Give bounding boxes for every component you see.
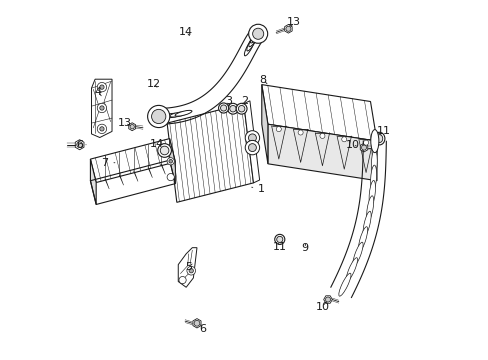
Circle shape [189, 269, 193, 273]
Ellipse shape [370, 130, 378, 153]
Ellipse shape [248, 24, 267, 43]
Polygon shape [169, 139, 175, 184]
Ellipse shape [246, 34, 257, 51]
Text: 7: 7 [101, 158, 115, 168]
Ellipse shape [274, 234, 284, 244]
Polygon shape [284, 24, 291, 33]
Text: 6: 6 [199, 324, 206, 334]
Text: 4: 4 [94, 87, 102, 97]
Circle shape [77, 142, 82, 148]
Ellipse shape [236, 103, 246, 114]
Text: 10: 10 [315, 302, 329, 312]
Ellipse shape [147, 105, 169, 127]
Text: 14: 14 [150, 139, 164, 149]
Polygon shape [128, 123, 135, 131]
Circle shape [285, 26, 290, 31]
Circle shape [97, 103, 106, 113]
Ellipse shape [175, 111, 192, 116]
Ellipse shape [220, 105, 226, 111]
Ellipse shape [338, 273, 350, 296]
Ellipse shape [370, 165, 376, 190]
Ellipse shape [358, 227, 367, 251]
Text: 10: 10 [345, 140, 359, 150]
Ellipse shape [366, 196, 373, 221]
Ellipse shape [250, 28, 263, 43]
Polygon shape [244, 101, 259, 183]
Polygon shape [90, 139, 175, 183]
Ellipse shape [371, 150, 376, 175]
Polygon shape [267, 124, 376, 181]
Circle shape [97, 82, 106, 92]
Circle shape [100, 127, 104, 131]
Text: 2: 2 [241, 96, 247, 106]
Circle shape [341, 137, 346, 142]
Polygon shape [178, 248, 197, 287]
Ellipse shape [160, 146, 168, 155]
Circle shape [325, 297, 330, 302]
Circle shape [298, 130, 303, 135]
Circle shape [248, 134, 256, 142]
Ellipse shape [248, 31, 260, 47]
Text: 6: 6 [76, 140, 86, 150]
Ellipse shape [158, 144, 171, 157]
Polygon shape [193, 319, 201, 328]
Circle shape [167, 174, 174, 181]
Circle shape [276, 127, 281, 132]
Ellipse shape [368, 180, 375, 206]
Polygon shape [167, 104, 253, 202]
Ellipse shape [276, 236, 282, 243]
Circle shape [186, 266, 195, 275]
Circle shape [244, 131, 259, 145]
Circle shape [168, 159, 172, 163]
Circle shape [97, 124, 106, 134]
Polygon shape [75, 140, 84, 150]
Ellipse shape [227, 103, 238, 114]
Ellipse shape [252, 28, 263, 39]
Text: 1: 1 [251, 184, 264, 194]
Circle shape [244, 140, 259, 155]
Ellipse shape [352, 242, 363, 266]
Polygon shape [261, 85, 267, 164]
Text: 9: 9 [301, 243, 308, 253]
Ellipse shape [218, 103, 228, 113]
Polygon shape [323, 296, 332, 303]
Ellipse shape [371, 135, 377, 160]
Ellipse shape [363, 211, 370, 236]
Circle shape [130, 125, 134, 129]
Text: 13: 13 [118, 118, 132, 128]
Circle shape [363, 140, 368, 145]
Circle shape [100, 85, 104, 89]
Ellipse shape [169, 112, 186, 117]
Text: 3: 3 [224, 96, 231, 106]
Ellipse shape [163, 113, 180, 118]
Ellipse shape [373, 132, 384, 145]
Ellipse shape [238, 105, 244, 112]
Text: 14: 14 [179, 27, 193, 37]
Text: 11: 11 [376, 126, 390, 136]
Ellipse shape [229, 105, 236, 112]
Circle shape [319, 134, 325, 139]
Polygon shape [360, 143, 367, 152]
Text: 11: 11 [272, 242, 286, 252]
Circle shape [179, 276, 186, 284]
Circle shape [248, 144, 256, 152]
Polygon shape [261, 85, 376, 141]
Circle shape [361, 145, 366, 150]
Ellipse shape [346, 258, 357, 281]
Circle shape [167, 158, 174, 165]
Ellipse shape [151, 109, 165, 123]
Ellipse shape [375, 135, 382, 143]
Polygon shape [90, 159, 96, 204]
Text: 8: 8 [259, 75, 266, 85]
Text: 5: 5 [185, 262, 192, 272]
Text: 13: 13 [286, 17, 301, 27]
Circle shape [194, 320, 200, 326]
Polygon shape [91, 79, 112, 138]
Text: 12: 12 [146, 78, 161, 89]
Ellipse shape [244, 39, 254, 56]
Circle shape [100, 106, 104, 110]
